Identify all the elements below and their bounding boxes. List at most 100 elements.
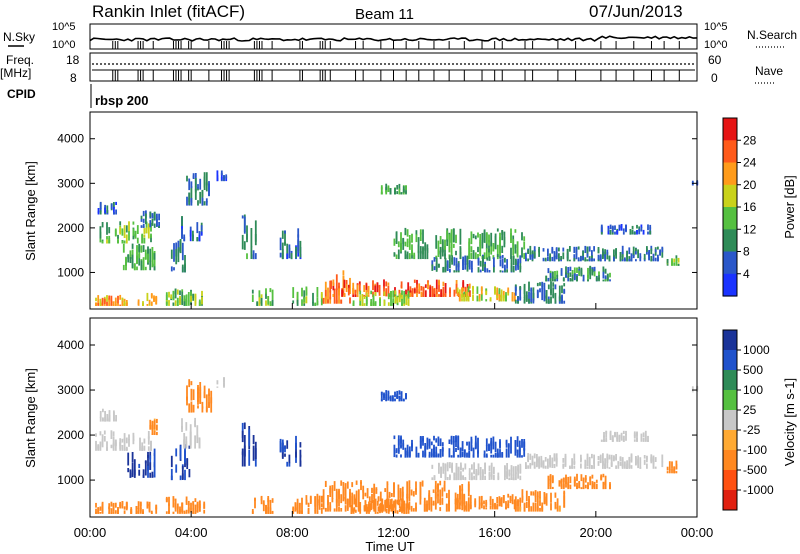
- scatter-cell: [149, 220, 152, 228]
- scatter-cell: [668, 461, 671, 470]
- scatter-cell: [186, 175, 188, 182]
- scatter-cell: [632, 251, 635, 257]
- scatter-cell: [190, 186, 193, 203]
- scatter-cell: [485, 288, 488, 292]
- scatter-cell: [467, 503, 470, 512]
- scatter-cell: [435, 451, 438, 457]
- scatter-cell: [621, 254, 624, 261]
- scatter-cell: [340, 494, 343, 504]
- scatter-cell: [549, 278, 552, 282]
- scatter-cell: [496, 505, 499, 509]
- nsearch-label: N.Search: [747, 28, 797, 42]
- scatter-cell: [558, 285, 561, 299]
- scatter-cell: [400, 232, 402, 246]
- scatter-cell: [406, 481, 409, 499]
- scatter-cell: [113, 202, 115, 209]
- scatter-cell: [544, 457, 547, 462]
- scatter-cell: [297, 234, 300, 251]
- scatter-cell: [296, 498, 299, 508]
- scatter-cell: [529, 245, 532, 253]
- scatter-cell: [462, 287, 465, 292]
- scatter-cell: [499, 255, 502, 259]
- scatter-cell: [485, 232, 488, 244]
- scatter-cell: [607, 228, 610, 232]
- scatter-cell: [588, 464, 591, 469]
- scatter-cell: [551, 457, 554, 464]
- scatter-cell: [510, 465, 513, 469]
- scatter-cell: [409, 292, 412, 297]
- scatter-cell: [481, 232, 484, 249]
- scatter-cell: [621, 245, 624, 255]
- scatter-cell: [505, 292, 507, 301]
- scatter-cell: [464, 286, 467, 294]
- scatter-cell: [419, 487, 422, 493]
- scatter-cell: [412, 508, 415, 512]
- scatter-cell: [179, 506, 181, 513]
- scatter-cell: [617, 461, 620, 465]
- scatter-cell: [515, 466, 517, 474]
- scatter-cell: [542, 257, 545, 262]
- scatter-cell: [549, 272, 552, 279]
- scatter-cell: [401, 290, 403, 295]
- scatter-cell: [458, 502, 461, 510]
- scatter-cell: [515, 259, 517, 271]
- scatter-cell: [383, 392, 385, 398]
- scatter-cell: [181, 289, 184, 293]
- scatter-cell: [451, 257, 453, 265]
- scatter-cell: [566, 248, 569, 259]
- scatter-cell: [434, 485, 437, 499]
- scatter-cell: [619, 256, 622, 262]
- scatter-cell: [561, 294, 563, 302]
- scatter-cell: [137, 501, 140, 509]
- scatter-cell: [477, 446, 479, 454]
- scatter-cell: [398, 499, 401, 503]
- scatter-cell: [119, 304, 122, 306]
- scatter-cell: [484, 462, 486, 471]
- scatter-cell: [390, 493, 393, 497]
- scatter-cell: [393, 435, 396, 440]
- scatter-cell: [640, 440, 643, 442]
- scatter-cell: [442, 287, 445, 297]
- scatter-cell: [472, 250, 475, 259]
- scatter-cell: [395, 232, 398, 239]
- scatter-cell: [438, 466, 440, 474]
- scatter-cell: [562, 478, 565, 488]
- scatter-cell: [398, 397, 401, 402]
- scatter-cell: [501, 255, 504, 259]
- scatter-cell: [609, 224, 612, 230]
- scatter-cell: [168, 496, 170, 506]
- scatter-cell: [518, 440, 521, 453]
- scatter-cell: [335, 288, 338, 304]
- scatter-cell: [419, 495, 422, 500]
- scatter-cell: [97, 208, 100, 213]
- scatter-cell: [439, 507, 442, 512]
- colorbar-cell: [723, 184, 737, 208]
- scatter-cell: [600, 439, 603, 442]
- scatter-cell: [108, 418, 111, 422]
- colorbar-tick-label: 20: [743, 178, 757, 192]
- scatter-cell: [466, 255, 469, 265]
- scatter-cell: [400, 242, 402, 252]
- scatter-cell: [569, 246, 571, 252]
- scatter-cell: [146, 501, 149, 507]
- scatter-cell: [265, 292, 267, 299]
- scatter-cell: [420, 286, 423, 291]
- scatter-cell: [640, 227, 643, 232]
- scatter-cell: [142, 303, 144, 306]
- scatter-cell: [558, 296, 561, 302]
- scatter-cell: [560, 480, 563, 489]
- scatter-cell: [186, 385, 188, 401]
- scatter-cell: [588, 456, 591, 467]
- scatter-cell: [461, 500, 464, 511]
- scatter-cell: [440, 466, 442, 478]
- scatter-cell: [241, 448, 244, 455]
- scatter-cell: [565, 481, 567, 488]
- scatter-cell: [349, 492, 351, 497]
- scatter-cell: [110, 509, 113, 514]
- scatter-cell: [479, 234, 482, 243]
- scatter-cell: [340, 299, 343, 304]
- scatter-cell: [597, 258, 600, 262]
- scatter-cell: [130, 509, 133, 514]
- scatter-cell: [558, 253, 560, 259]
- scatter-cell: [320, 503, 323, 508]
